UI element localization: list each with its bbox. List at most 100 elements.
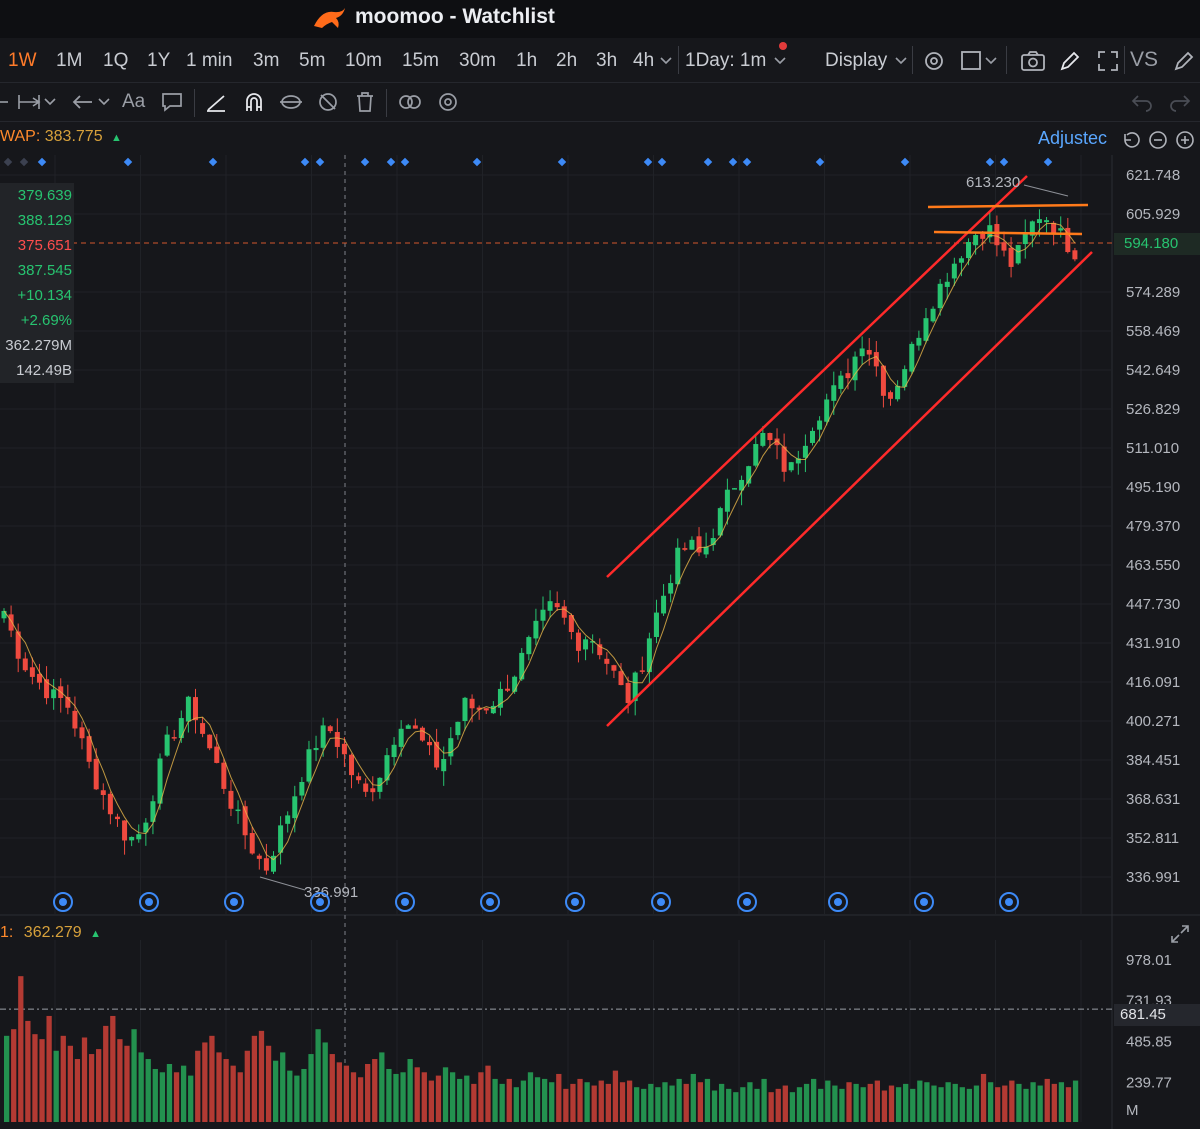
reset-icon[interactable] [1120, 130, 1140, 150]
timeframe-3h[interactable]: 3h [596, 50, 618, 71]
volume-bar [726, 1088, 732, 1122]
crosshair-icon[interactable] [0, 93, 8, 111]
y-axis-tick-label: 400.271 [1126, 713, 1180, 730]
chevron-down-icon[interactable] [660, 56, 672, 66]
volume-bar [294, 1075, 300, 1122]
volume-bar [471, 1083, 477, 1122]
volume-bar [280, 1052, 286, 1122]
notification-dot-icon [779, 42, 787, 50]
timeframe-5m[interactable]: 5m [299, 50, 326, 71]
square-icon[interactable] [960, 49, 984, 73]
candle-body [944, 281, 950, 287]
event-marker [208, 157, 218, 167]
edit-icon[interactable] [1172, 49, 1196, 73]
camera-icon[interactable] [1020, 49, 1046, 73]
timeframe-1min[interactable]: 1 min [186, 50, 233, 71]
chevron-down-icon[interactable] [985, 56, 997, 66]
lock-icon[interactable] [278, 91, 304, 113]
chevron-down-icon[interactable] [895, 56, 907, 66]
candle-body [285, 815, 291, 824]
display-menu[interactable]: Display [825, 50, 888, 71]
timeframe-15m[interactable]: 15m [402, 50, 439, 71]
redo-icon[interactable] [1168, 91, 1192, 113]
y-axis-tick-label: 368.631 [1126, 791, 1180, 808]
candle-body [519, 652, 525, 680]
volume-bar [117, 1039, 123, 1122]
vwap-indicator: WAP: 383.775 ▲ [0, 128, 122, 146]
expand-icon[interactable] [1096, 49, 1120, 73]
q-marker-dot [316, 898, 324, 906]
candle-body [278, 825, 284, 853]
trash-icon[interactable] [354, 91, 376, 113]
q-marker-icon [53, 892, 73, 912]
settings-icon[interactable] [922, 49, 946, 73]
magnet-icon[interactable] [242, 91, 266, 113]
price-chart[interactable]: 621.748 605.929 574.289 558.469 542.649 526.8… [0, 122, 1200, 1129]
text-icon[interactable]: Aa [122, 91, 146, 112]
timeframe-4h[interactable]: 4h [633, 50, 655, 71]
line-tool-icon[interactable] [204, 91, 228, 113]
candle-body [497, 688, 503, 708]
zoom-in-icon[interactable] [1175, 130, 1195, 150]
volume-bar [549, 1082, 555, 1122]
timeframe-10m[interactable]: 10m [345, 50, 382, 71]
q-marker-icon [224, 892, 244, 912]
volume-bar [634, 1087, 640, 1122]
candle-body [852, 356, 858, 381]
timeframe-1w[interactable]: 1W [8, 50, 37, 71]
volume-bar [740, 1087, 746, 1122]
measure-icon[interactable] [16, 91, 42, 113]
session-selector[interactable]: 1Day: 1m [685, 50, 767, 71]
volume-bar [400, 1072, 406, 1122]
candle-body [171, 737, 177, 739]
zoom-out-icon[interactable] [1148, 130, 1168, 150]
volume-bar [832, 1085, 838, 1122]
link-icon[interactable] [396, 91, 424, 113]
volume-bar [103, 1025, 109, 1122]
timeframe-1m[interactable]: 1M [56, 50, 83, 71]
timeframe-1q[interactable]: 1Q [103, 50, 129, 71]
volume-bar [25, 1020, 31, 1122]
q-marker-dot [834, 898, 842, 906]
chevron-down-icon[interactable] [774, 56, 786, 66]
q-marker-icon [999, 892, 1019, 912]
chart-background [0, 122, 1200, 1129]
event-marker [472, 157, 482, 167]
volume-bar [457, 1078, 463, 1122]
undo-icon[interactable] [1130, 91, 1154, 113]
chevron-down-icon[interactable] [44, 97, 56, 107]
candle-body [65, 696, 71, 708]
adjusted-toggle[interactable]: Adjustec [1038, 128, 1107, 149]
comment-icon[interactable] [160, 91, 184, 113]
fullscreen-icon[interactable] [1170, 924, 1190, 944]
hide-icon[interactable] [316, 91, 340, 113]
candle-body [51, 689, 57, 699]
chevron-down-icon[interactable] [98, 97, 110, 107]
candle-body [923, 318, 929, 341]
timeframe-30m[interactable]: 30m [459, 50, 496, 71]
volume-bar [534, 1077, 541, 1122]
candle-body [568, 615, 574, 633]
timeframe-3m[interactable]: 3m [253, 50, 280, 71]
compare-vs-button[interactable]: VS [1130, 48, 1159, 71]
volume-bar [273, 1060, 279, 1122]
event-marker [386, 157, 396, 167]
timeframe-1y[interactable]: 1Y [147, 50, 171, 71]
candle-body [1015, 245, 1021, 264]
gear-icon[interactable] [436, 91, 460, 113]
vwap-label: WAP: [0, 128, 41, 145]
volume-bar [251, 1035, 258, 1122]
candle-body [880, 365, 886, 396]
arrow-icon[interactable] [70, 91, 96, 113]
candle-body [895, 385, 901, 400]
candle-body [505, 688, 511, 691]
timeframe-2h[interactable]: 2h [556, 50, 578, 71]
volume-bar [895, 1087, 902, 1122]
volume-bar [485, 1065, 491, 1122]
volume-bar [910, 1088, 916, 1122]
volume-bar [365, 1064, 371, 1122]
candle-body [575, 632, 581, 651]
divider [386, 89, 387, 117]
timeframe-1h[interactable]: 1h [516, 50, 538, 71]
pencil-icon[interactable] [1058, 49, 1082, 73]
